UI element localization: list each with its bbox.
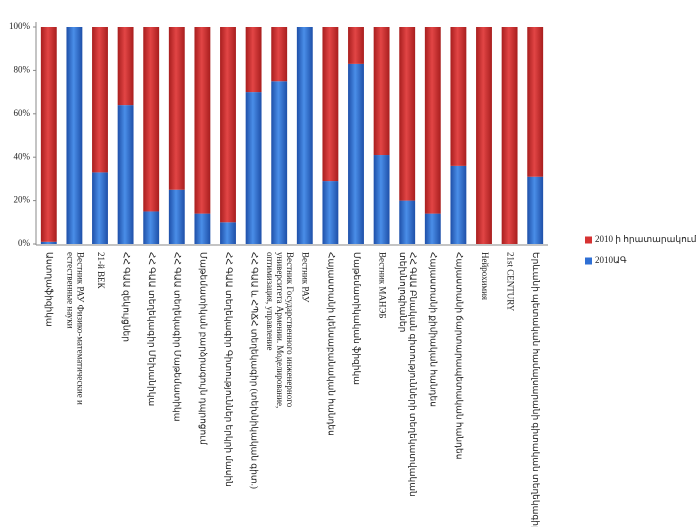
- y-tick-label: 20%: [14, 195, 31, 205]
- x-tick-label: Աստղաֆիզիկա: [45, 252, 55, 327]
- bar-segment: [143, 211, 160, 244]
- bar-segment: [220, 222, 236, 244]
- bar-segment: [40, 27, 57, 242]
- x-tick-label: Երևանի պետական համալսարանի գիտական տեղեկ…: [531, 252, 541, 527]
- x-tick-label: Вестник МАНЭБ: [378, 252, 388, 319]
- x-tick-label-line: տեխնոլոգիաներ: [398, 252, 408, 332]
- x-tick-label: Հայաստանի քիմիական հանդես: [429, 252, 439, 407]
- x-tick-label: 21-й ВЕК: [96, 252, 106, 290]
- x-tick-label: ՀՀ ԳԱԱ տեղեկագիր Գիտություններ երկրի մաս…: [224, 252, 234, 487]
- x-tick-label-line: Вестник Государственного инженерного: [285, 252, 295, 408]
- x-tick-label: ՀՀ ԳԱԱ զեկույցներ: [122, 252, 132, 342]
- legend-label: 2010ԱԳ: [595, 255, 627, 265]
- bar-segment: [501, 27, 518, 244]
- x-tick-label-line: ՀՀ ԳԱԱ Բնական գիտությունների տեղեկատվակա…: [408, 252, 418, 497]
- bar-segment: [143, 27, 160, 212]
- bar-segment: [322, 27, 339, 182]
- x-tick-label: Вестник РАУ Физико-математические иестес…: [65, 252, 85, 405]
- bar-segment: [168, 189, 185, 244]
- y-tick-label: 60%: [14, 108, 31, 118]
- y-tick-label: 100%: [9, 21, 31, 31]
- x-tick-label: Вестник РАУ: [301, 252, 311, 303]
- x-tick-label: Հայաստանի կենսաբանական հանդես: [326, 252, 336, 436]
- x-tick-label: Вестник Государственного инженерногоунив…: [265, 252, 295, 408]
- bar-segment: [271, 81, 288, 244]
- bar-segment: [194, 213, 211, 244]
- bar-segment: [399, 27, 416, 201]
- bar-segment: [527, 27, 544, 177]
- bar-segment: [117, 105, 134, 245]
- x-tick-label: ՀՀ ԳԱԱ և ՀՊՃՀ տեղեկագիր (տեխնիկական գիտ.…: [250, 252, 260, 489]
- y-tick-label: 0%: [18, 238, 31, 248]
- x-tick-label: Մաթեմատիկան բարձրագույն դպրոցում: [198, 252, 208, 445]
- x-tick-label: Нейрохимия: [480, 252, 490, 300]
- x-tick-label: 21st CENTURY: [506, 252, 516, 312]
- x-tick-label: ՀՀ ԳԱԱ տեղեկագիր Մեխանիկա: [147, 252, 157, 406]
- bar-segment: [450, 165, 467, 244]
- x-tick-label: Մաթեմատիկական ֆիզիկա: [352, 252, 362, 385]
- bar-segment: [168, 27, 185, 190]
- bar-segment: [220, 27, 236, 223]
- bar-segment: [348, 63, 364, 244]
- bar-segment: [271, 27, 288, 82]
- bar-segment: [424, 27, 441, 214]
- bar-segment: [476, 27, 492, 244]
- bar-segment: [373, 155, 390, 244]
- bar-segment: [40, 241, 57, 244]
- bar-segment: [296, 27, 313, 244]
- x-tick-label: ՀՀ ԳԱԱ տեղեկագիր Մաթեմատիկա: [173, 252, 183, 422]
- bar-segment: [245, 92, 262, 244]
- bar-segment: [527, 176, 544, 244]
- y-tick-label: 40%: [14, 151, 31, 161]
- legend-label: 2010 ի հրատարակումները (%): [595, 234, 696, 244]
- bar-segment: [424, 213, 441, 244]
- y-tick-label: 80%: [14, 64, 31, 74]
- bar-segment: [450, 27, 467, 166]
- bar-segment: [373, 27, 390, 156]
- x-tick-label: Հայաստանի ճարտարապետական հանդես: [454, 252, 464, 459]
- x-tick-label: ՀՀ ԳԱԱ Բնական գիտությունների տեղեկատվակա…: [398, 252, 418, 497]
- legend-swatch: [585, 236, 592, 244]
- bar-segment: [92, 27, 108, 173]
- bar-segment: [92, 172, 108, 244]
- bar-segment: [245, 27, 262, 93]
- bar-segment: [399, 200, 416, 244]
- x-tick-label-line: Вестник РАУ Физико-математические и: [75, 252, 85, 405]
- legend-swatch: [585, 257, 592, 265]
- bar-segment: [194, 27, 211, 214]
- x-tick-label-line: естественные науки: [65, 252, 75, 329]
- bar-segment: [322, 181, 339, 244]
- x-tick-label-line: университета Армении. Моделирование,: [275, 252, 285, 408]
- bar-segment: [117, 27, 134, 106]
- bar-segment: [348, 27, 364, 64]
- bar-segment: [66, 27, 83, 244]
- x-tick-label-line: оптимизация, управление: [265, 252, 275, 350]
